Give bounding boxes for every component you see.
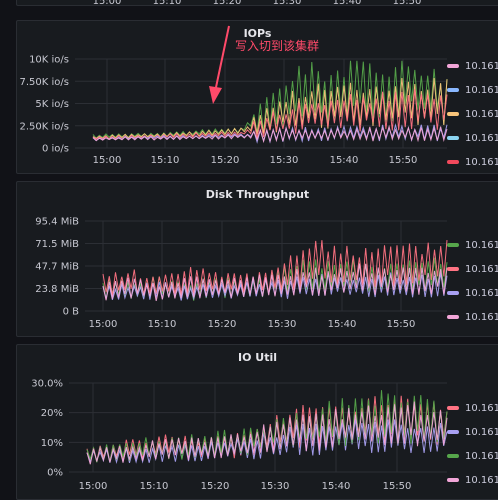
legend-item[interactable]: 10.161	[447, 157, 498, 169]
io-util-panel[interactable]: IO Util 30.0% 20% 10% 0% 15:00 15:10 15:20 15:3…	[16, 344, 498, 500]
x-axis-tick: 15:00	[93, 155, 122, 166]
x-axis-tick: 15:00	[79, 481, 108, 492]
legend-item[interactable]: 10.161	[447, 288, 498, 300]
top-axis-tick: 15:30	[273, 0, 302, 6]
disk-throughput-panel[interactable]: Disk Throughput 95.4 MiB 71.5 MiB 47.7 MiB…	[16, 181, 498, 337]
iops-title: IOPs	[243, 27, 272, 40]
legend-item[interactable]: 10.161	[447, 312, 498, 324]
legend-item[interactable]: 10.161	[447, 85, 498, 97]
y-axis-tick: 10%	[41, 438, 63, 449]
legend-item[interactable]: 10.161	[447, 109, 498, 121]
y-axis-tick: 0%	[47, 468, 63, 479]
y-axis-tick: 20%	[41, 408, 63, 419]
x-axis-tick: 15:20	[201, 481, 230, 492]
x-axis-tick: 15:50	[383, 481, 412, 492]
y-axis-tick: 23.8 MiB	[35, 284, 79, 295]
y-axis-tick: 30.0%	[31, 379, 63, 390]
top-axis-tick: 15:20	[213, 0, 242, 6]
series-line	[102, 240, 448, 297]
legend-swatch	[447, 478, 459, 482]
legend-swatch	[447, 430, 459, 434]
top-axis: 15:00 15:10 15:20 15:30 15:40 15:50	[93, 0, 422, 6]
legend-item[interactable]: 10.161	[447, 133, 498, 145]
legend-label: 10.161	[465, 109, 498, 120]
legend-item[interactable]: 10.161	[447, 427, 498, 439]
y-axis-tick: 10K io/s	[29, 55, 69, 66]
legend-label: 10.161	[465, 312, 498, 323]
previous-panel-strip: 15:00 15:10 15:20 15:30 15:40 15:50	[16, 0, 498, 6]
x-axis-tick: 15:40	[322, 481, 351, 492]
x-axis-tick: 15:20	[208, 319, 237, 330]
x-axis-tick: 15:40	[328, 319, 357, 330]
y-axis-tick: 7.50K io/s	[20, 77, 69, 88]
iops-panel[interactable]: IOPs 10K io/s 7.50K io/s 5K io/s 2.50K io/s…	[16, 20, 498, 174]
io-util-title: IO Util	[237, 351, 277, 364]
series-line	[92, 124, 448, 144]
legend-label: 10.161	[465, 133, 498, 144]
y-axis-tick: 0 B	[63, 307, 80, 318]
legend-label: 10.161	[465, 475, 498, 486]
x-axis-tick: 15:00	[89, 319, 118, 330]
iops-annotation: 写入切到该集群	[235, 39, 320, 53]
legend-label: 10.161	[465, 240, 498, 251]
legend-swatch	[447, 88, 459, 92]
legend-item[interactable]: 10.161	[447, 451, 498, 463]
legend-item[interactable]: 10.161	[447, 240, 498, 252]
top-axis-tick: 15:50	[393, 0, 422, 6]
x-axis-tick: 15:50	[387, 319, 416, 330]
x-axis-tick: 15:30	[270, 155, 299, 166]
legend-item[interactable]: 10.161	[447, 264, 498, 276]
series-line	[92, 89, 448, 140]
legend-swatch	[447, 454, 459, 458]
legend-item[interactable]: 10.161	[447, 61, 498, 73]
legend-label: 10.161	[465, 264, 498, 275]
legend-label: 10.161	[465, 61, 498, 72]
x-axis-tick: 15:10	[140, 481, 169, 492]
disk-throughput-chart: 95.4 MiB 71.5 MiB 47.7 MiB 23.8 MiB 0 B 15:00…	[35, 217, 448, 330]
series-line	[102, 263, 448, 302]
y-axis-tick: 0 io/s	[42, 144, 69, 155]
legend-label: 10.161	[465, 85, 498, 96]
y-axis-tick: 95.4 MiB	[35, 217, 79, 228]
legend-swatch	[447, 243, 459, 247]
legend-swatch	[447, 315, 459, 319]
legend-label: 10.161	[465, 157, 498, 168]
iops-chart: 10K io/s 7.50K io/s 5K io/s 2.50K io/s 0 io/…	[20, 55, 448, 166]
legend-swatch	[447, 160, 459, 164]
legend-swatch	[447, 291, 459, 295]
series-line	[86, 401, 448, 465]
legend-label: 10.161	[465, 451, 498, 462]
x-axis-tick: 15:10	[148, 319, 177, 330]
legend-swatch	[447, 112, 459, 116]
y-axis-tick: 5K io/s	[35, 99, 69, 110]
legend-label: 10.161	[465, 288, 498, 299]
top-axis-tick: 15:10	[153, 0, 182, 6]
x-axis-tick: 15:10	[151, 155, 180, 166]
io-util-chart: 30.0% 20% 10% 0% 15:00 15:10 15:20 15:30 15:40 15…	[31, 379, 448, 492]
y-axis-tick: 71.5 MiB	[35, 239, 79, 250]
top-axis-tick: 15:40	[333, 0, 362, 6]
x-axis-tick: 15:50	[389, 155, 418, 166]
legend-label: 10.161	[465, 403, 498, 414]
legend-item[interactable]: 10.161	[447, 403, 498, 415]
top-axis-tick: 15:00	[93, 0, 122, 6]
x-axis-tick: 15:20	[211, 155, 240, 166]
legend-swatch	[447, 64, 459, 68]
x-axis-tick: 15:30	[268, 319, 297, 330]
legend-swatch	[447, 136, 459, 140]
y-axis-tick: 2.50K io/s	[20, 121, 69, 132]
disk-throughput-title: Disk Throughput	[205, 188, 310, 201]
legend-swatch	[447, 406, 459, 410]
legend-label: 10.161	[465, 427, 498, 438]
y-axis-tick: 47.7 MiB	[35, 262, 79, 273]
legend-swatch	[447, 267, 459, 271]
x-axis-tick: 15:40	[330, 155, 359, 166]
legend-item[interactable]: 10.161	[447, 475, 498, 487]
x-axis-tick: 15:30	[261, 481, 290, 492]
